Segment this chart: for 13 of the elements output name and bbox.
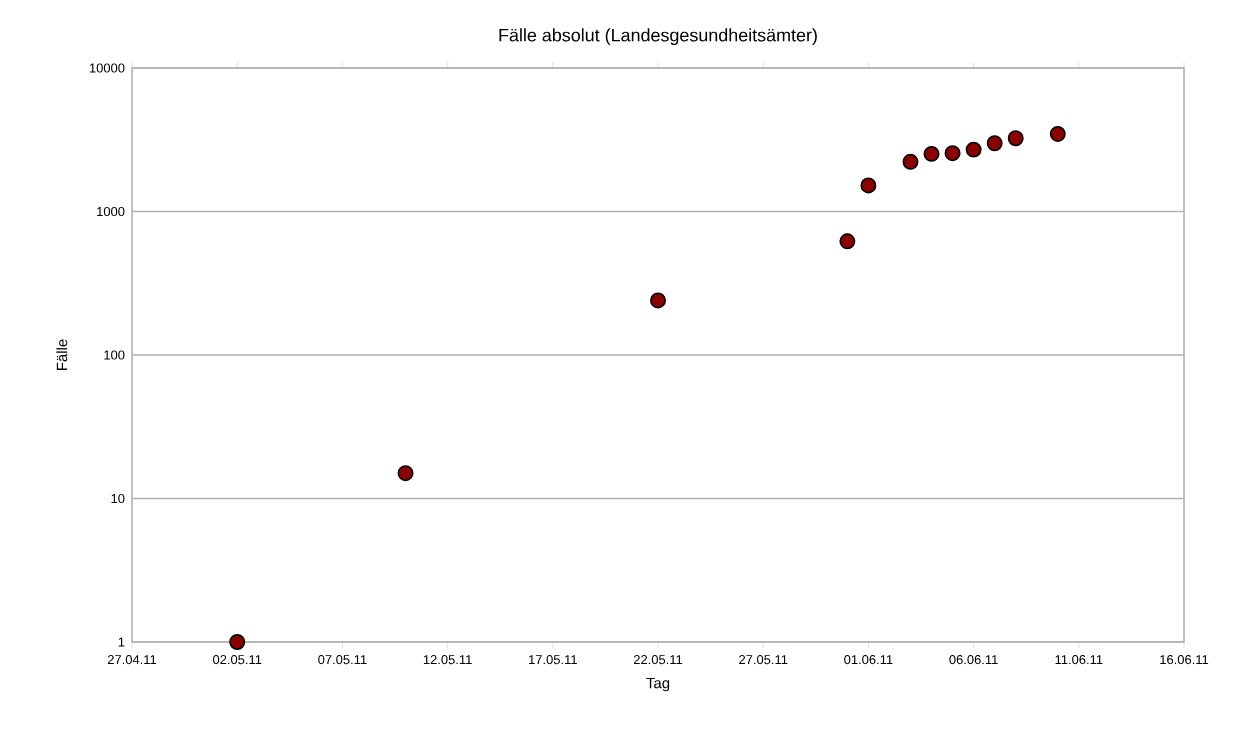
point [1007,130,1024,147]
point [986,135,1003,152]
chart-title: Fälle absolut (Landesgesundheitsämter) [499,28,817,45]
point [944,145,961,162]
point [902,153,919,170]
point [229,634,246,650]
point [397,465,414,482]
point [650,292,666,309]
point [839,233,856,250]
point [860,177,877,194]
point [1049,125,1066,142]
point [965,141,982,158]
point [923,145,940,162]
